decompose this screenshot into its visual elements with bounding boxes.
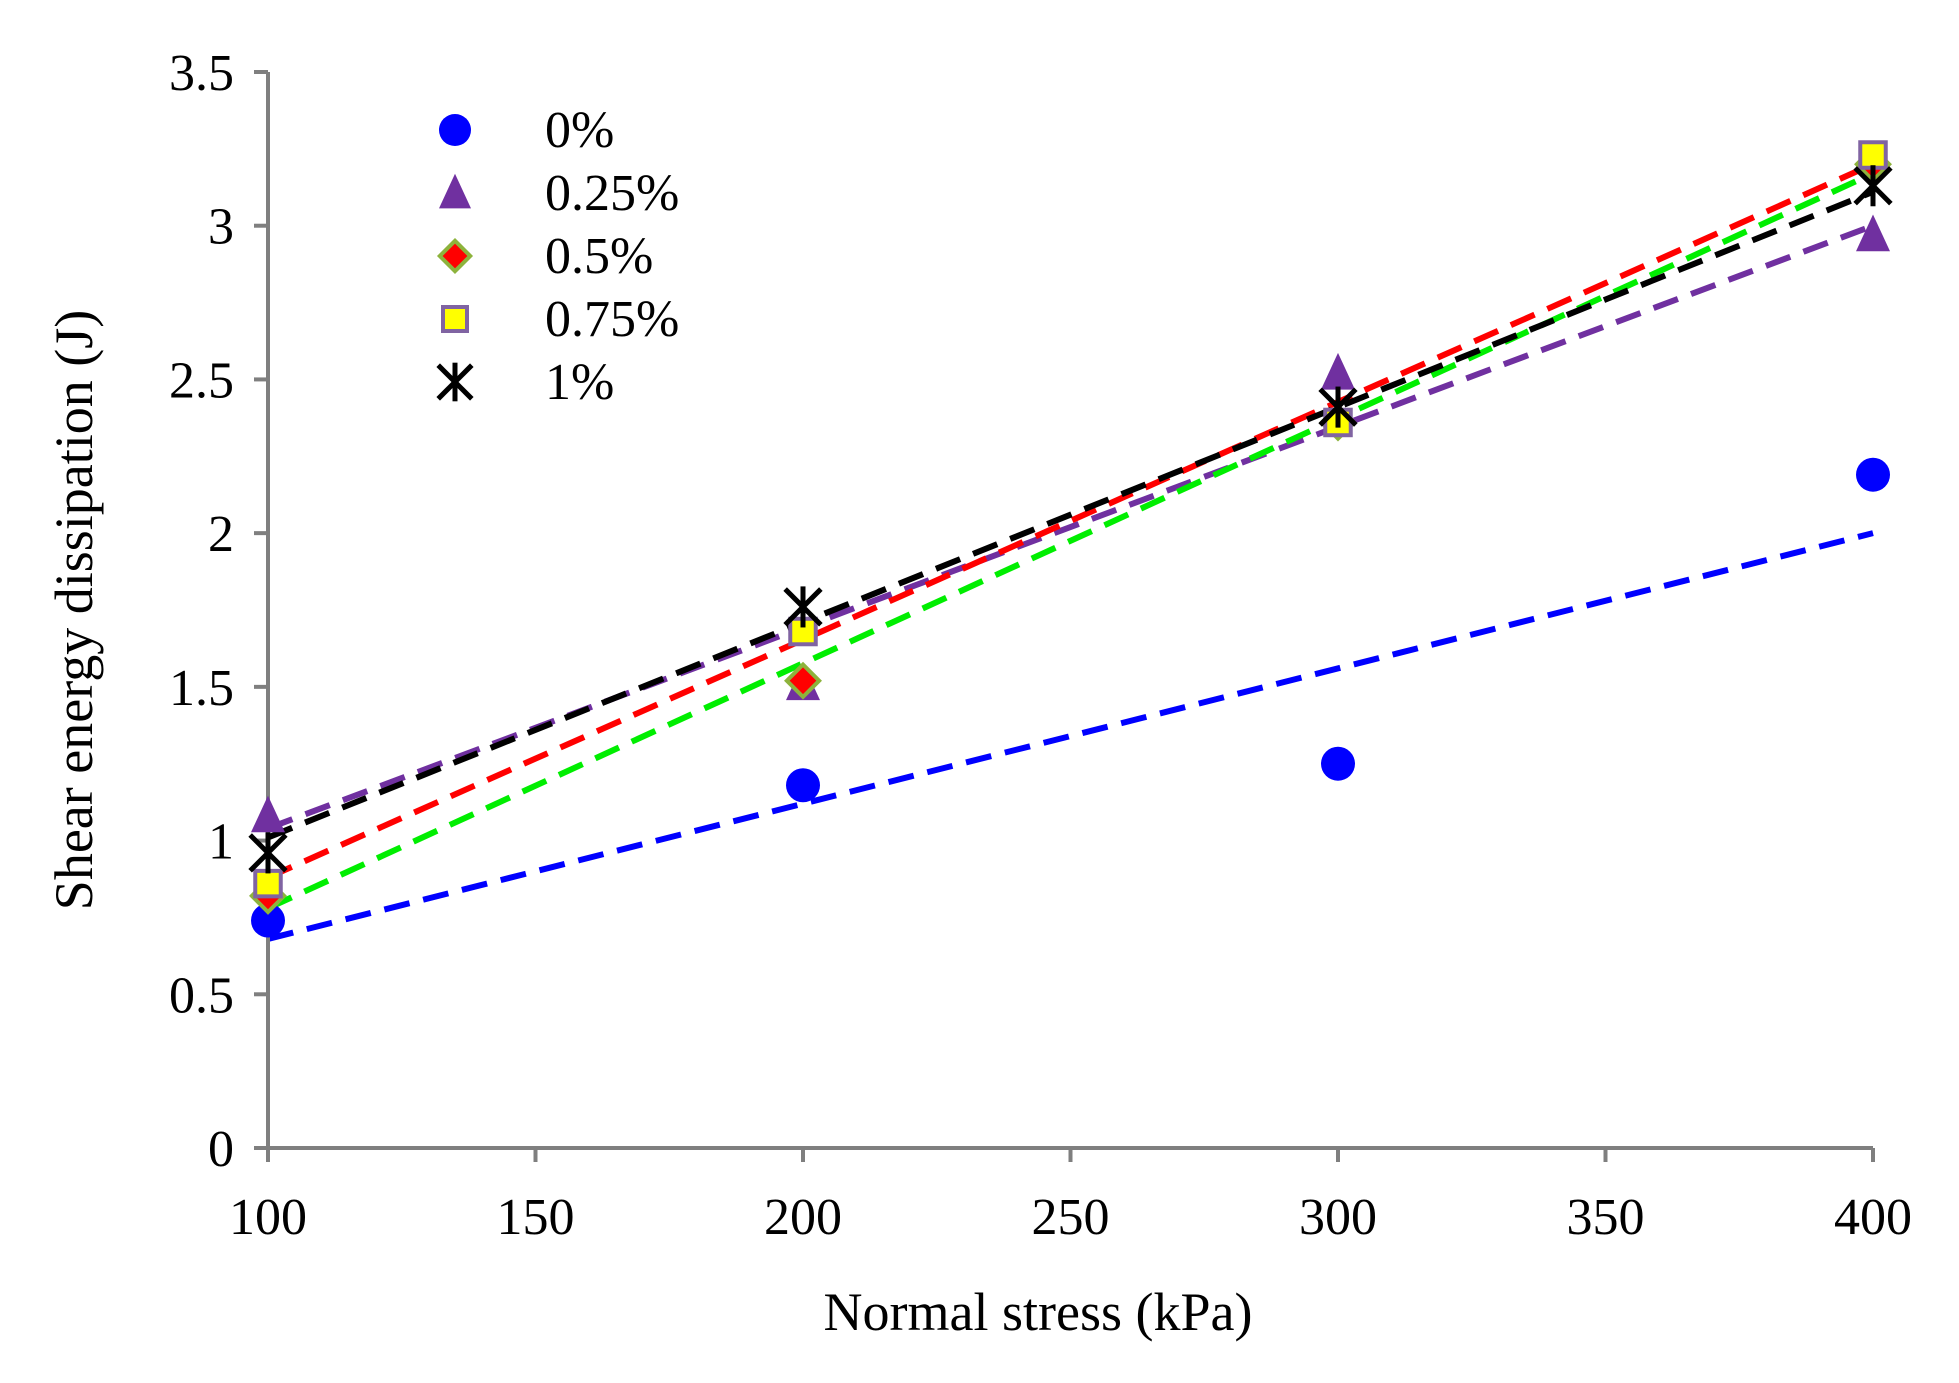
data-point-series-4	[783, 586, 823, 628]
data-point-series-0	[1321, 746, 1355, 781]
legend-label-4: 1%	[545, 354, 614, 411]
legend-label-1: 0.25%	[545, 165, 679, 222]
data-point-series-3	[1858, 140, 1888, 170]
trend-lines	[266, 161, 1875, 942]
x-tick-label: 100	[229, 1189, 307, 1246]
x-tick-label: 200	[764, 1189, 842, 1246]
legend-marker-3	[441, 305, 469, 333]
data-point-series-4	[1318, 386, 1358, 428]
x-axis-title: Normal stress (kPa)	[824, 1282, 1253, 1342]
x-tick-label: 350	[1567, 1189, 1645, 1246]
y-tick-label: 3	[208, 199, 234, 256]
y-tick-label: 2	[208, 506, 234, 563]
y-tick-label: 1.5	[169, 660, 234, 717]
data-point-series-2	[784, 661, 822, 700]
data-point-series-1	[251, 795, 285, 833]
x-tick-label: 400	[1834, 1189, 1912, 1246]
y-tick-label: 0.5	[169, 967, 234, 1024]
data-point-series-1	[1321, 352, 1355, 390]
axes	[266, 72, 1873, 1150]
data-point-series-4	[1853, 165, 1893, 207]
x-tick-label: 300	[1299, 1189, 1377, 1246]
legend-label-3: 0.75%	[545, 291, 679, 348]
legend-marker-4	[436, 362, 474, 402]
data-markers	[248, 140, 1893, 938]
trend-line-series-3	[266, 170, 1875, 911]
trend-line-series-4	[266, 189, 1875, 841]
x-tick-label: 150	[497, 1189, 575, 1246]
legend: 0% 0.25% 0.5% 0.75% 1%	[436, 102, 679, 411]
x-tick-label: 250	[1032, 1189, 1110, 1246]
y-tick-label: 0	[208, 1121, 234, 1178]
y-tick-label: 1	[208, 814, 234, 871]
legend-marker-0	[439, 114, 471, 146]
trend-line-series-2	[266, 161, 1875, 881]
trend-line-series-0	[267, 530, 1874, 942]
data-point-series-1	[1856, 214, 1890, 252]
legend-label-0: 0%	[545, 102, 614, 159]
legend-marker-1	[439, 173, 471, 209]
data-point-series-0	[251, 903, 285, 938]
legend-marker-2	[436, 237, 474, 275]
data-point-series-0	[786, 768, 820, 803]
data-point-series-4	[248, 832, 288, 874]
ticks: 0 0.5 1 1.5 2 2.5 3 3.5 100 150 200 250 300 350 400	[169, 45, 1912, 1246]
y-tick-label: 2.5	[169, 352, 234, 409]
data-point-series-0	[1856, 457, 1890, 492]
legend-label-2: 0.5%	[545, 228, 653, 285]
data-point-series-3	[253, 868, 283, 899]
y-tick-label: 3.5	[169, 45, 234, 102]
y-axis-title: Shear energy dissipation (J)	[44, 310, 104, 910]
